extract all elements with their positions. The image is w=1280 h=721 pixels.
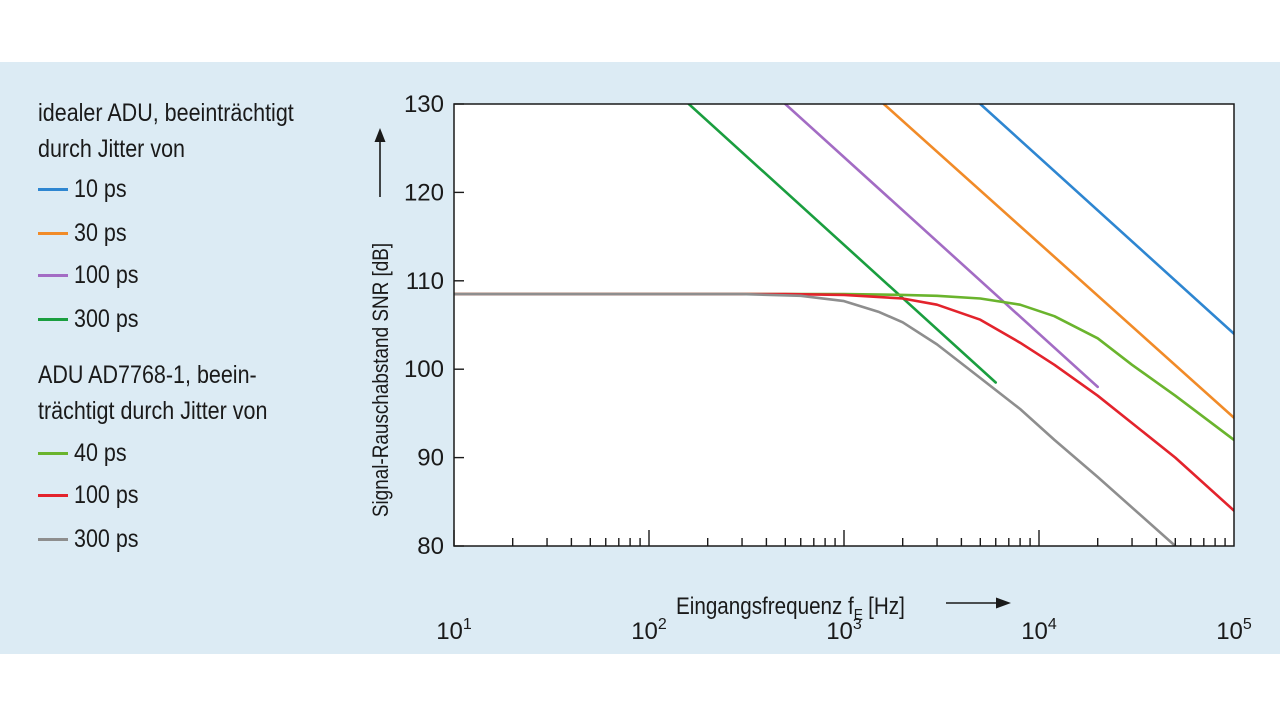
legend-item-ideal-10ps: 10 ps [38, 174, 338, 204]
legend-group1-title-line2: durch Jitter von [38, 135, 185, 163]
legend-label: 40 ps [74, 439, 127, 467]
x-tick-label: 102 [631, 616, 667, 645]
series-line-ad7768-40ps [454, 292, 1234, 442]
y-tick-label: 110 [406, 268, 444, 295]
legend-item-ideal-30ps: 30 ps [38, 218, 338, 248]
legend-swatch [38, 452, 68, 455]
y-axis-label: Signal-Rauschabstand SNR [dB] [369, 243, 394, 517]
y-tick-labels: 80 90 100 110 120 130 [404, 91, 444, 560]
legend-swatch [38, 538, 68, 541]
y-tick-label: 80 [417, 533, 444, 560]
series-line-ad7768-100ps [454, 292, 1234, 512]
series-layer [454, 104, 1234, 546]
y-tick-label: 90 [417, 445, 444, 472]
legend-swatch [38, 274, 68, 277]
y-tick-label: 100 [404, 356, 444, 383]
legend-group1-title-line1: idealer ADU, beeinträchtigt [38, 99, 294, 127]
svg-text:102: 102 [631, 616, 667, 645]
legend-label: 300 ps [74, 305, 139, 333]
legend-group2-title-line1: ADU AD7768-1, beein- [38, 361, 257, 389]
series-line-ad7768-300ps [454, 292, 1177, 546]
svg-text:104: 104 [1021, 616, 1057, 645]
legend-swatch [38, 494, 68, 497]
plot-area [454, 104, 1234, 546]
legend-label: 100 ps [74, 261, 139, 289]
plot-frame [453, 103, 1235, 547]
legend-label: 100 ps [74, 481, 139, 509]
x-axis-label-group: Eingangsfrequenz fE [Hz] [676, 593, 905, 625]
legend: idealer ADU, beeinträchtigt durch Jitter… [0, 62, 360, 654]
figure-panel: idealer ADU, beeinträchtigt durch Jitter… [0, 62, 1280, 654]
legend-item-adu-40ps: 40 ps [38, 438, 338, 468]
legend-item-ideal-300ps: 300 ps [38, 304, 338, 334]
legend-swatch [38, 318, 68, 321]
series-line-ideal-30ps [882, 104, 1234, 420]
x-tick-label: 101 [436, 616, 472, 645]
x-tick-labels: 101 102 103 104 105 [436, 616, 1252, 645]
svg-text:105: 105 [1216, 616, 1252, 645]
svg-text:101: 101 [436, 616, 472, 645]
y-axis-arrow [374, 128, 386, 197]
legend-item-adu-300ps: 300 ps [38, 524, 338, 554]
y-tick-label: 120 [404, 179, 444, 206]
snr-chart: 101 102 103 104 105 80 90 100 110 120 130 Signal-… [369, 91, 1252, 645]
series-line-ideal-10ps [978, 104, 1234, 336]
legend-label: 30 ps [74, 219, 127, 247]
legend-group2-title-line2: trächtigt durch Jitter von [38, 397, 268, 425]
x-axis-label: Eingangsfrequenz fE [Hz] [676, 593, 905, 625]
series-line-ideal-300ps [687, 104, 998, 384]
x-axis-arrow [946, 597, 1011, 609]
legend-label: 300 ps [74, 525, 139, 553]
legend-item-adu-100ps: 100 ps [38, 480, 338, 510]
x-tick-label: 105 [1216, 616, 1252, 645]
x-tick-label: 104 [1021, 616, 1057, 645]
series-line-ideal-100ps [783, 104, 1099, 389]
svg-text:103: 103 [826, 616, 862, 645]
legend-swatch [38, 232, 68, 235]
x-tick-label: 103 [826, 616, 862, 645]
legend-item-ideal-100ps: 100 ps [38, 260, 338, 290]
legend-label: 10 ps [74, 175, 127, 203]
y-tick-label: 130 [404, 91, 444, 118]
legend-swatch [38, 188, 68, 191]
